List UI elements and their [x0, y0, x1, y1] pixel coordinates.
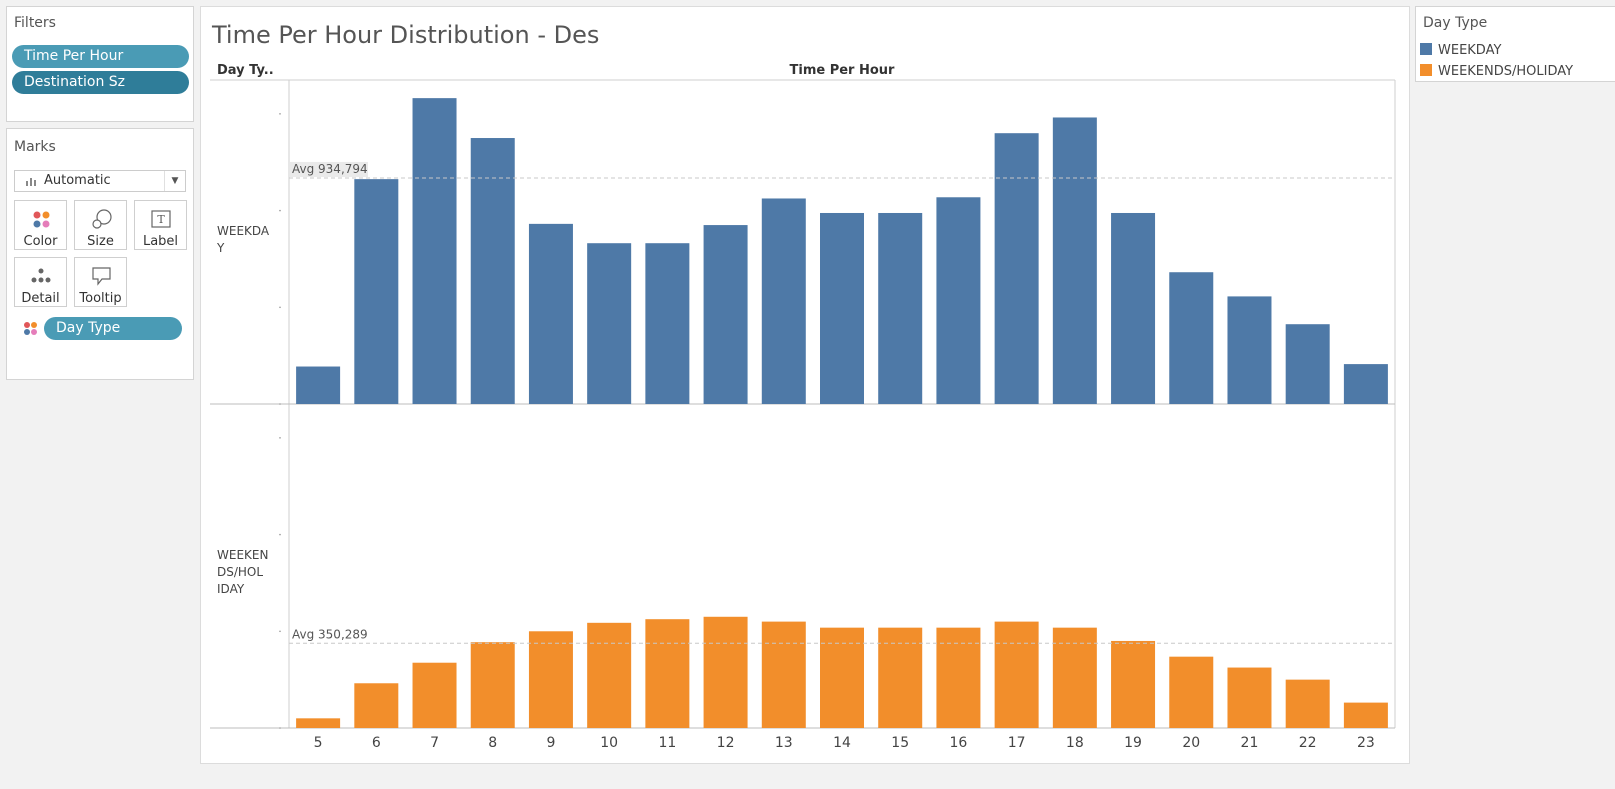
legend-label: WEEKDAY — [1438, 43, 1502, 58]
color-icon — [33, 211, 50, 228]
color-shelf-icon — [24, 322, 37, 335]
color-label: Color — [23, 234, 58, 249]
size-icon — [92, 209, 112, 229]
marks-title: Marks — [14, 139, 56, 155]
label-label: Label — [142, 234, 179, 249]
legend-card: Day Type WEEKDAY WEEKENDS/HOLIDAY — [1415, 6, 1615, 82]
text-label-icon: T — [151, 210, 171, 228]
legend-item-weekday[interactable]: WEEKDAY — [1420, 43, 1501, 58]
legend-item-weekends[interactable]: WEEKENDS/HOLIDAY — [1420, 64, 1573, 79]
color-button[interactable]: Color — [14, 200, 67, 250]
size-label: Size — [87, 234, 114, 249]
chevron-down-icon[interactable]: ▼ — [164, 171, 185, 191]
column-header[interactable]: Time Per Hour — [789, 63, 895, 78]
color-pill-day-type[interactable]: Day Type — [44, 317, 182, 340]
bar-chart-icon — [26, 178, 36, 186]
filter-pill-time-per-hour[interactable]: Time Per Hour — [12, 45, 189, 68]
row-header[interactable]: Day Ty.. — [217, 63, 274, 78]
detail-button[interactable]: Detail — [14, 257, 67, 307]
mark-type-dropdown[interactable]: Automatic ▼ — [14, 170, 186, 192]
svg-text:T: T — [157, 213, 165, 226]
tooltip-label: Tooltip — [79, 291, 122, 306]
marks-card: Marks Automatic ▼ Color Size T Label Det… — [6, 128, 194, 380]
worksheet: Time Per Hour Distribution - Des Day Ty.… — [200, 6, 1410, 764]
detail-label: Detail — [21, 291, 60, 306]
filters-title: Filters — [14, 15, 56, 31]
legend-swatch — [1420, 64, 1432, 76]
filter-pill-destination[interactable]: Destination Sz — [12, 71, 189, 94]
detail-icon — [31, 268, 51, 283]
tooltip-icon — [92, 267, 111, 286]
mark-type-value: Automatic — [44, 173, 111, 188]
filters-card: Filters Time Per Hour Destination Sz — [6, 6, 194, 122]
size-button[interactable]: Size — [74, 200, 127, 250]
legend-label: WEEKENDS/HOLIDAY — [1438, 64, 1574, 79]
legend-swatch — [1420, 43, 1432, 55]
tooltip-button[interactable]: Tooltip — [74, 257, 127, 307]
label-button[interactable]: T Label — [134, 200, 187, 250]
sheet-title: Time Per Hour Distribution - Des — [212, 21, 600, 49]
legend-title: Day Type — [1423, 15, 1488, 31]
